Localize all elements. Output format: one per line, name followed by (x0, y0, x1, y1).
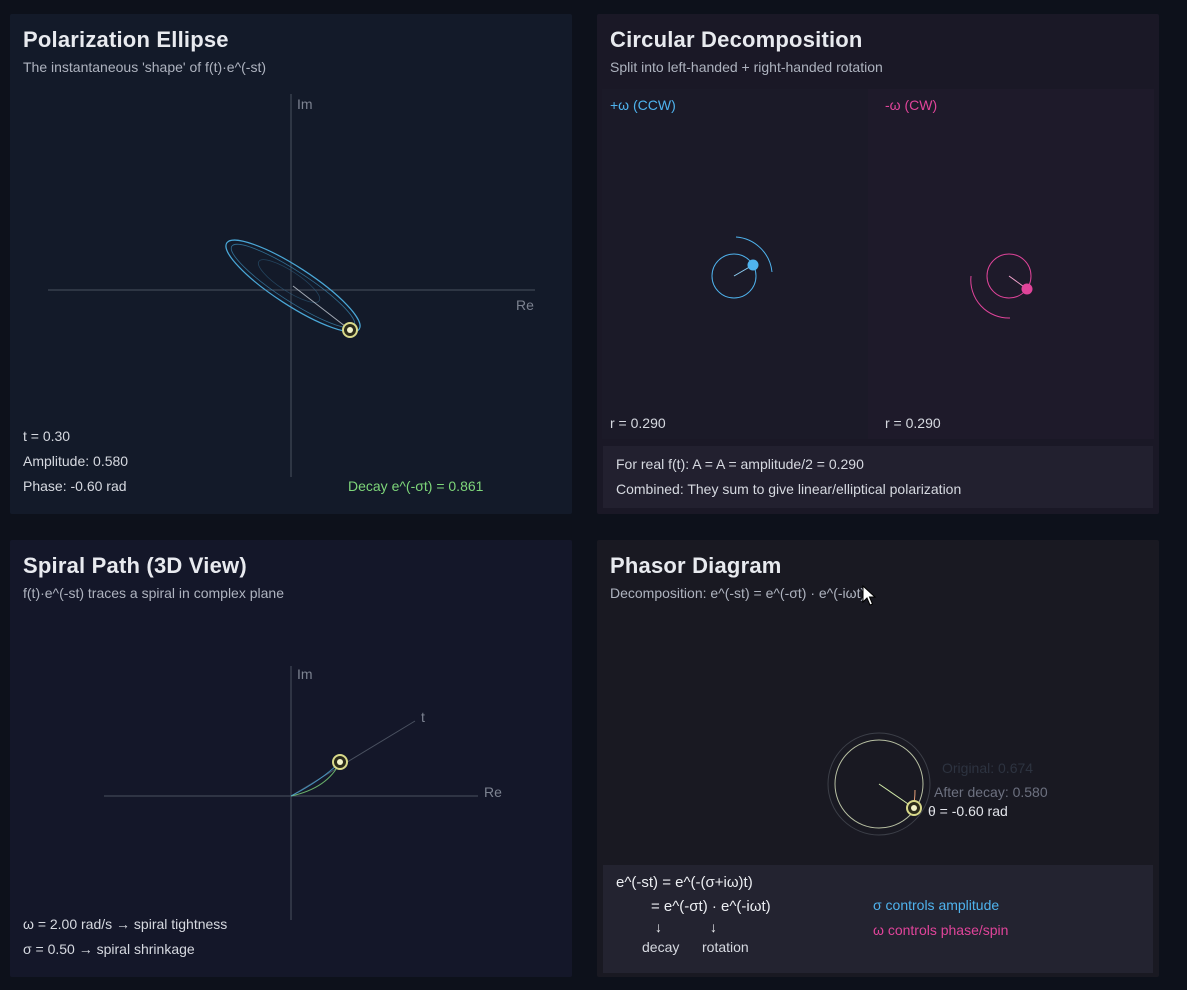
t-axis-label: t (421, 709, 425, 725)
inner-ellipse (257, 259, 321, 303)
ccw-label: +ω (CCW) (610, 97, 676, 113)
panel-subtitle: The instantaneous 'shape' of f(t)·e^(-st… (23, 59, 267, 75)
panel-subtitle: f(t)·e^(-st) traces a spiral in complex … (23, 585, 284, 601)
phasor-tip-core (911, 805, 917, 811)
info-line-2: Combined: They sum to give linear/ellipt… (616, 481, 962, 497)
panel-title: Spiral Path (3D View) (23, 553, 247, 578)
panel-subtitle: Split into left-handed + right-handed ro… (610, 59, 883, 75)
panel-title: Polarization Ellipse (23, 27, 229, 52)
phasor-line (292, 285, 351, 331)
theta-readout: θ = -0.60 rad (928, 803, 1008, 819)
panel-title: Phasor Diagram (610, 553, 782, 578)
cw-trail (970, 275, 1011, 319)
time-readout: t = 0.30 (23, 428, 71, 444)
equation-box: e^(-st) = e^(-(σ+iω)t) = e^(-σt) · e^(-i… (603, 865, 1153, 973)
ccw-point (747, 259, 759, 271)
phase-readout: Phase: -0.60 rad (23, 478, 127, 494)
cw-point (1021, 283, 1033, 295)
im-axis-label: Im (297, 96, 313, 112)
spiral-path-panel: Spiral Path (3D View) f(t)·e^(-st) trace… (10, 540, 572, 977)
spiral-trace-green (290, 761, 341, 797)
spiral-trace-blue (290, 761, 341, 797)
amplitude-readout: Amplitude: 0.580 (23, 453, 129, 469)
im-axis-label: Im (297, 666, 313, 682)
panel-title: Circular Decomposition (610, 27, 863, 52)
sigma-note: σ controls amplitude (873, 897, 1000, 913)
decay-word: decay (642, 939, 680, 955)
equation-line-1: e^(-st) = e^(-(σ+iω)t) (616, 874, 753, 891)
cw-circle (986, 253, 1032, 299)
spiral-point-core (337, 759, 343, 765)
rotation-word: rotation (702, 939, 749, 955)
after-decay-magnitude: After decay: 0.580 (934, 784, 1048, 800)
sigma-readout: σ = 0.50 → spiral shrinkage (23, 941, 195, 957)
decay-readout: Decay e^(-σt) = 0.861 (348, 478, 484, 494)
cw-subplot (868, 89, 1154, 439)
ccw-trail (735, 236, 773, 273)
re-axis-label: Re (484, 784, 502, 800)
cw-label: -ω (CW) (885, 97, 938, 113)
circular-plot (711, 236, 1033, 319)
info-box: For real f(t): A = A = amplitude/2 = 0.2… (603, 446, 1153, 508)
current-point-core (347, 327, 353, 333)
polarization-ellipse-panel: Polarization Ellipse The instantaneous '… (10, 14, 572, 514)
panel-subtitle: Decomposition: e^(-st) = e^(-σt) · e^(-i… (610, 585, 866, 601)
re-axis-label: Re (516, 297, 534, 313)
ccw-circle (711, 253, 757, 299)
phasor-diagram-panel: Phasor Diagram Decomposition: e^(-st) = … (597, 540, 1159, 977)
cw-radius-readout: r = 0.290 (885, 415, 941, 431)
outer-ellipse (225, 239, 361, 333)
ccw-subplot (602, 89, 868, 439)
mouse-cursor-icon (862, 585, 877, 606)
rotation-arrow: ↓ (710, 919, 717, 935)
original-magnitude: Original: 0.674 (942, 760, 1034, 776)
decayed-circle (834, 739, 924, 829)
omega-readout: ω = 2.00 rad/s → spiral tightness (23, 916, 228, 932)
info-line-1: For real f(t): A = A = amplitude/2 = 0.2… (616, 456, 864, 472)
circular-decomposition-panel: Circular Decomposition Split into left-h… (597, 14, 1159, 514)
original-circle (827, 732, 931, 836)
equation-line-2: = e^(-σt) · e^(-iωt) (651, 898, 771, 915)
ellipse-plot: Im Re (48, 94, 535, 477)
omega-note: ω controls phase/spin (873, 922, 1009, 938)
phasor-plot (827, 732, 931, 836)
spiral-plot: Im Re t (104, 666, 502, 920)
ccw-radius-readout: r = 0.290 (610, 415, 666, 431)
decay-arrow: ↓ (655, 919, 662, 935)
t-axis (290, 720, 416, 797)
